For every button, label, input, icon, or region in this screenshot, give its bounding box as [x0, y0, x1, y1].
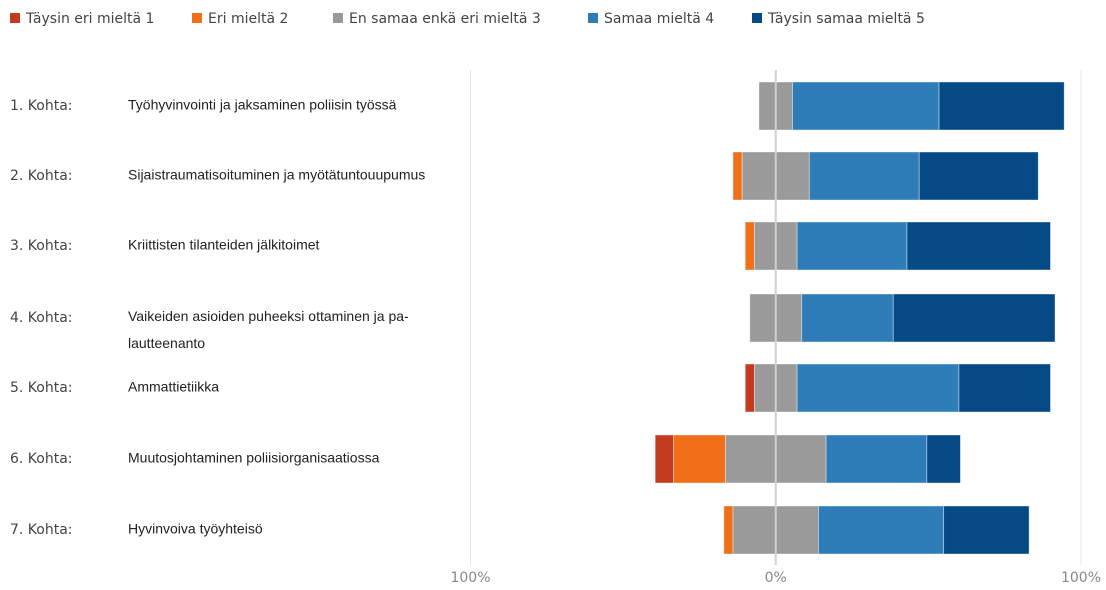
bar-segment — [744, 221, 755, 271]
bar-segment — [792, 81, 940, 131]
bar-segment — [732, 151, 743, 201]
bar-segment — [723, 505, 734, 555]
bar-segment — [906, 221, 1051, 271]
bar-segment — [796, 363, 960, 413]
bar-segment — [818, 505, 945, 555]
legend-swatch — [752, 13, 762, 23]
legend-label: Eri mieltä 2 — [208, 11, 288, 27]
topic-label: Kriittisten tilanteiden jälkitoimet — [128, 237, 320, 253]
bar-segment — [938, 81, 1065, 131]
category-label: 1. Kohta: — [10, 98, 73, 114]
category-label: 5. Kohta: — [10, 380, 73, 396]
bar-segment — [673, 434, 726, 484]
category-label: 3. Kohta: — [10, 238, 73, 254]
bar-segment — [744, 363, 755, 413]
legend-label: Täysin samaa mieltä 5 — [767, 11, 925, 27]
legend-swatch — [333, 13, 343, 23]
x-tick-label: 100% — [450, 570, 490, 586]
legend-swatch — [588, 13, 598, 23]
topic-label: Ammattietiikka — [128, 379, 219, 395]
bar-segment — [892, 293, 1056, 343]
bar-segment — [796, 221, 908, 271]
topic-label: Sijaistraumatisoituminen ja myötätuntouu… — [128, 167, 425, 183]
x-tick-label: 100% — [1061, 570, 1101, 586]
topic-label: Vaikeiden asioiden puheeksi ottaminen ja… — [128, 308, 409, 324]
bar-segment — [918, 151, 1039, 201]
bar-segment — [926, 434, 961, 484]
topic-label: Hyvinvoiva työyhteisö — [128, 521, 263, 537]
topic-label: lautteenanto — [128, 335, 205, 351]
legend-label: En samaa enkä eri mieltä 3 — [349, 11, 541, 27]
bar-segment — [654, 434, 674, 484]
bar-segment — [801, 293, 894, 343]
category-label: 6. Kohta: — [10, 451, 73, 467]
legend-swatch — [10, 13, 20, 23]
bar-segment — [943, 505, 1030, 555]
bar-segment — [825, 434, 928, 484]
bar-segment — [958, 363, 1051, 413]
x-tick-label: 0% — [765, 570, 787, 586]
legend-label: Samaa mieltä 4 — [604, 11, 714, 27]
legend-label: Täysin eri mieltä 1 — [25, 11, 154, 27]
topic-label: Työhyvinvointi ja jaksaminen poliisin ty… — [128, 97, 397, 113]
category-label: 7. Kohta: — [10, 522, 73, 538]
legend-swatch — [192, 13, 202, 23]
category-label: 4. Kohta: — [10, 310, 73, 326]
category-label: 2. Kohta: — [10, 168, 73, 184]
bar-segment — [808, 151, 920, 201]
topic-label: Muutosjohtaminen poliisiorganisaatiossa — [128, 450, 380, 466]
